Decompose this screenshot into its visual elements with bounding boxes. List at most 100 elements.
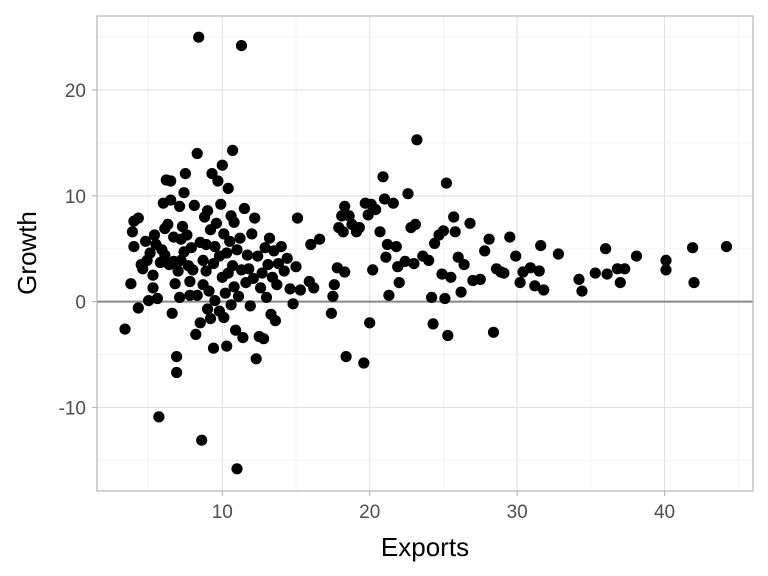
data-point — [601, 268, 613, 280]
data-point — [200, 265, 212, 277]
data-point — [216, 159, 228, 171]
data-point — [171, 351, 183, 363]
data-point — [238, 202, 250, 215]
data-point — [224, 235, 236, 247]
data-point — [483, 233, 495, 245]
data-point — [387, 197, 399, 209]
data-point — [339, 266, 351, 278]
data-point — [200, 238, 212, 251]
data-point — [281, 252, 293, 264]
data-point — [524, 262, 537, 274]
data-point — [408, 258, 420, 270]
data-point — [128, 241, 140, 253]
y-axis-title: Growth — [12, 211, 42, 295]
data-point — [140, 235, 152, 247]
data-point — [464, 217, 476, 229]
data-point — [125, 278, 137, 290]
data-point — [171, 366, 183, 379]
data-point — [209, 295, 221, 307]
data-point — [399, 255, 411, 267]
data-point — [230, 324, 242, 336]
data-point — [181, 229, 193, 241]
data-point — [291, 212, 304, 224]
x-tick-label: 10 — [212, 502, 233, 523]
data-point — [358, 357, 370, 369]
data-point — [165, 175, 177, 187]
data-point — [252, 250, 264, 262]
data-point — [448, 211, 460, 223]
data-point — [179, 168, 191, 180]
data-point — [234, 232, 246, 244]
data-point — [340, 351, 352, 363]
data-point — [353, 222, 365, 234]
data-point — [207, 342, 220, 354]
data-point — [339, 200, 351, 212]
data-point — [204, 313, 217, 325]
data-point — [232, 290, 245, 302]
x-axis-ticks: 10 20 30 40 — [212, 491, 675, 523]
data-point — [237, 332, 249, 344]
data-point — [227, 260, 239, 272]
data-point — [215, 198, 227, 210]
data-point — [374, 226, 386, 238]
data-point — [174, 200, 186, 212]
data-point — [193, 31, 205, 43]
data-point — [269, 315, 281, 327]
data-point — [449, 226, 461, 238]
data-point — [260, 291, 273, 303]
data-point — [327, 290, 339, 302]
data-point — [275, 241, 287, 253]
data-point — [162, 218, 174, 230]
data-point — [308, 282, 320, 294]
data-point — [178, 187, 190, 199]
data-point — [132, 212, 144, 224]
data-point — [210, 217, 222, 229]
data-points — [119, 31, 733, 475]
data-point — [227, 144, 239, 156]
plot-border — [96, 15, 754, 492]
data-point — [381, 238, 393, 251]
data-point — [262, 259, 274, 271]
data-point — [589, 267, 601, 279]
data-point — [552, 248, 565, 260]
data-point — [259, 242, 271, 254]
data-point — [159, 249, 171, 261]
data-point — [231, 244, 243, 256]
data-point — [219, 287, 231, 299]
data-point — [325, 307, 337, 319]
data-point — [196, 434, 208, 446]
data-point — [370, 204, 382, 216]
data-point — [498, 267, 510, 279]
data-point — [380, 251, 392, 263]
data-point — [630, 250, 643, 262]
data-point — [243, 263, 255, 275]
data-point — [337, 226, 349, 238]
data-point — [538, 284, 550, 296]
data-point — [688, 277, 700, 289]
data-point — [165, 194, 177, 206]
data-point — [343, 210, 355, 222]
x-tick-label: 40 — [654, 502, 675, 523]
data-point — [390, 241, 402, 253]
data-point — [172, 265, 184, 277]
data-point — [137, 263, 149, 275]
data-point — [228, 281, 240, 293]
data-point — [533, 265, 545, 277]
data-point — [367, 264, 379, 276]
data-point — [191, 147, 203, 160]
data-point — [250, 353, 262, 365]
data-point — [221, 247, 233, 259]
data-point — [119, 323, 131, 335]
data-point — [212, 175, 224, 187]
data-point — [151, 292, 163, 305]
data-point — [147, 282, 159, 294]
data-point — [147, 269, 159, 281]
data-point — [241, 249, 253, 261]
data-point — [411, 134, 423, 146]
data-point — [474, 273, 486, 285]
data-point — [184, 275, 196, 288]
data-point — [445, 271, 457, 283]
data-point — [442, 329, 454, 342]
data-point — [202, 303, 214, 315]
data-point — [194, 317, 206, 329]
